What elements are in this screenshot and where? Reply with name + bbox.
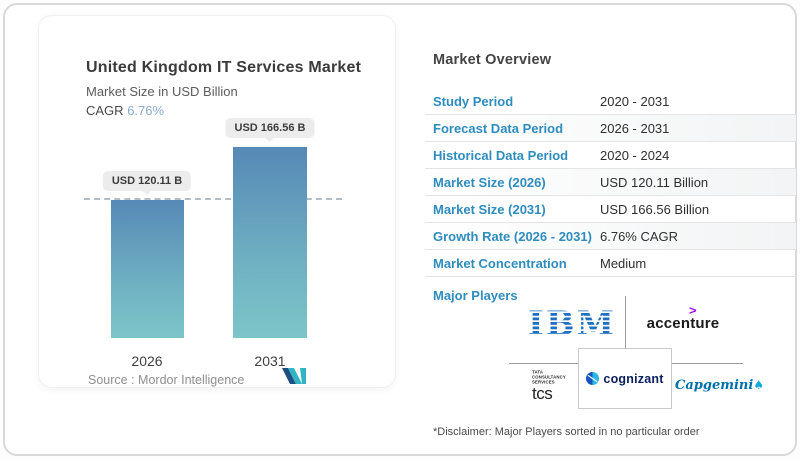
disclaimer-text: *Disclaimer: Major Players sorted in no … <box>433 426 700 438</box>
cagr-line: CAGR 6.76% <box>86 103 164 118</box>
reference-dashed-line <box>84 198 342 200</box>
bar-2026 <box>111 200 184 338</box>
market-overview-table: Study Period 2020 - 2031 Forecast Data P… <box>425 88 796 277</box>
logo-grid-horizontal-divider-right <box>672 363 743 364</box>
tcs-services-line: SERVICES <box>532 380 555 386</box>
logo-grid-vertical-divider <box>625 296 626 348</box>
ibm-wordmark: IBM <box>528 304 616 341</box>
cognizant-logo: cognizant <box>578 348 672 409</box>
chart-subtitle: Market Size in USD Billion <box>86 84 238 99</box>
row-value: 2020 - 2024 <box>600 147 670 163</box>
bar-2031 <box>233 147 307 338</box>
source-attribution: Source : Mordor Intelligence <box>88 373 244 387</box>
market-size-chart-card: United Kingdom IT Services Market Market… <box>38 15 396 388</box>
table-row-forecast-period: Forecast Data Period 2026 - 2031 <box>425 115 796 142</box>
row-value: 2026 - 2031 <box>600 120 670 136</box>
major-players-label: Major Players <box>433 288 518 303</box>
row-label: Market Concentration <box>433 255 567 271</box>
capgemini-wordmark: Capgemini <box>675 378 754 393</box>
row-label: Study Period <box>433 93 514 109</box>
row-label: Market Size (2026) <box>433 174 546 190</box>
capgemini-spade-icon: ♠ <box>753 378 765 392</box>
mordor-intelligence-logo-icon <box>282 368 306 384</box>
cognizant-gem-icon <box>586 372 600 385</box>
tcs-wordmark: tcs <box>532 384 553 403</box>
row-label: Historical Data Period <box>433 147 569 163</box>
chart-title: United Kingdom IT Services Market <box>86 59 362 76</box>
tcs-consultancy-line: CONSULTANCY <box>532 375 566 381</box>
x-axis-label-2026: 2026 <box>131 353 163 369</box>
tcs-logo: TATA CONSULTANCY SERVICES tcs <box>532 371 572 402</box>
row-label: Market Size (2031) <box>433 201 546 217</box>
table-row-market-size-2026: Market Size (2026) USD 120.11 Billion <box>425 169 796 196</box>
cognizant-wordmark: cognizant <box>603 371 664 386</box>
source-label: Source : <box>88 373 135 387</box>
row-value: 2020 - 2031 <box>600 93 670 109</box>
row-value: Medium <box>600 255 647 271</box>
cagr-label: CAGR <box>86 103 124 118</box>
accenture-logo: > accenture <box>642 304 724 332</box>
market-overview-heading: Market Overview <box>433 52 552 68</box>
x-axis-label-2031: 2031 <box>254 353 286 369</box>
table-row-market-size-2031: Market Size (2031) USD 166.56 Billion <box>425 196 796 223</box>
table-row-historical-period: Historical Data Period 2020 - 2024 <box>425 142 796 169</box>
bar-value-label-2031: USD 166.56 B <box>225 118 315 138</box>
row-label: Forecast Data Period <box>433 120 564 136</box>
row-label: Growth Rate (2026 - 2031) <box>433 228 592 244</box>
table-row-market-concentration: Market Concentration Medium <box>425 250 796 277</box>
cagr-value: 6.76% <box>127 103 165 118</box>
logo-grid-horizontal-divider-left <box>509 363 578 364</box>
outer-card: United Kingdom IT Services Market Market… <box>3 3 797 456</box>
row-value: 6.76% CAGR <box>600 228 679 244</box>
table-row-study-period: Study Period 2020 - 2031 <box>425 88 796 115</box>
ibm-logo: IBM <box>528 304 616 341</box>
accenture-chevron-icon: > <box>689 303 697 318</box>
accenture-wordmark: accenture <box>646 315 720 332</box>
tcs-tata-line: TATA <box>532 370 544 376</box>
capgemini-logo: Capgemini♠ <box>675 378 764 393</box>
bar-value-label-2026: USD 120.11 B <box>102 171 192 191</box>
table-row-growth-rate: Growth Rate (2026 - 2031) 6.76% CAGR <box>425 223 796 250</box>
row-value: USD 166.56 Billion <box>600 201 710 217</box>
row-value: USD 120.11 Billion <box>600 174 709 190</box>
source-name: Mordor Intelligence <box>138 373 245 387</box>
